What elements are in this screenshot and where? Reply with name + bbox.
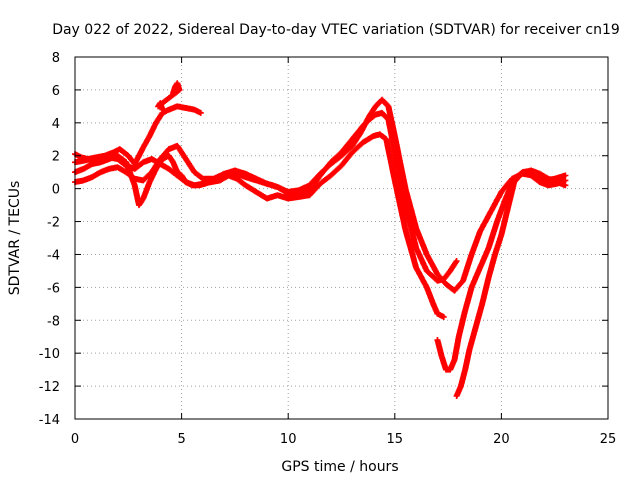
y-tick-label: 0 — [52, 183, 60, 198]
y-axis-label: SDTVAR / TECUs — [7, 181, 23, 296]
y-tick-label: -4 — [47, 248, 60, 263]
data-points — [72, 80, 569, 399]
marker-trail — [155, 80, 183, 113]
y-tick-label: -6 — [47, 281, 60, 296]
x-tick-label: 5 — [177, 432, 185, 447]
y-tick-label: 4 — [52, 117, 60, 132]
y-tick-label: -2 — [47, 216, 60, 231]
marker-trail — [453, 167, 569, 399]
plot-frame — [74, 56, 609, 420]
x-axis-label: GPS time / hours — [281, 459, 398, 475]
x-tick-label: 25 — [600, 432, 617, 447]
y-tick-label: -10 — [39, 347, 60, 362]
x-tick-label: 10 — [280, 432, 297, 447]
x-axis-ticks: 0 5 10 15 20 25 — [71, 57, 616, 447]
y-axis-ticks: -14 -12 -10 -8 -6 -4 -2 0 2 4 6 8 — [39, 51, 608, 428]
series-spikes — [155, 80, 183, 113]
chart-title: Day 022 of 2022, Sidereal Day-to-day VTE… — [52, 22, 620, 38]
x-tick-label: 20 — [493, 432, 510, 447]
y-tick-label: 2 — [52, 150, 60, 165]
y-tick-label: -14 — [39, 413, 60, 428]
series-track-e — [434, 169, 569, 373]
y-tick-label: 6 — [52, 84, 60, 99]
x-tick-label: 0 — [71, 432, 79, 447]
series-track-f — [453, 167, 569, 399]
y-tick-label: -8 — [47, 314, 60, 329]
y-tick-label: 8 — [52, 51, 60, 66]
x-tick-label: 15 — [387, 432, 404, 447]
y-tick-label: -12 — [39, 380, 60, 395]
grid — [75, 57, 608, 419]
marker-trail — [434, 169, 569, 373]
